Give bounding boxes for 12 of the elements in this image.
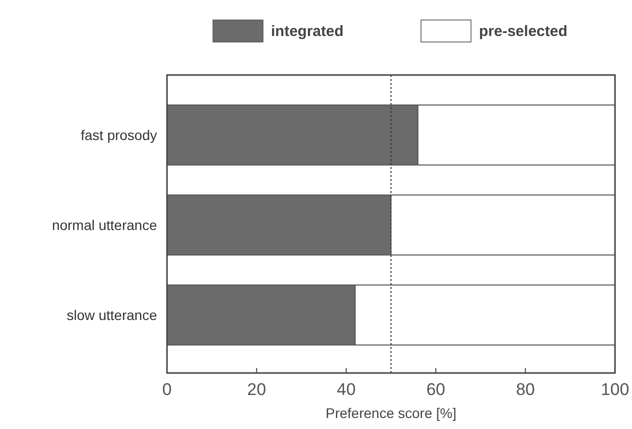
x-axis-title: Preference score [%] <box>326 405 456 421</box>
x-tick-label: 0 <box>162 380 172 399</box>
x-tick-label: 60 <box>426 380 446 399</box>
x-tick-label: 40 <box>336 380 356 399</box>
x-tick-label: 20 <box>247 380 266 399</box>
legend-label: pre-selected <box>479 23 568 40</box>
y-tick-label: fast prosody <box>80 127 157 143</box>
x-tick-label: 100 <box>600 380 630 399</box>
y-tick-label: normal utterance <box>52 217 158 233</box>
x-tick-label: 80 <box>516 380 535 399</box>
y-tick-label: slow utterance <box>66 307 158 323</box>
legend-label: integrated <box>271 23 344 40</box>
